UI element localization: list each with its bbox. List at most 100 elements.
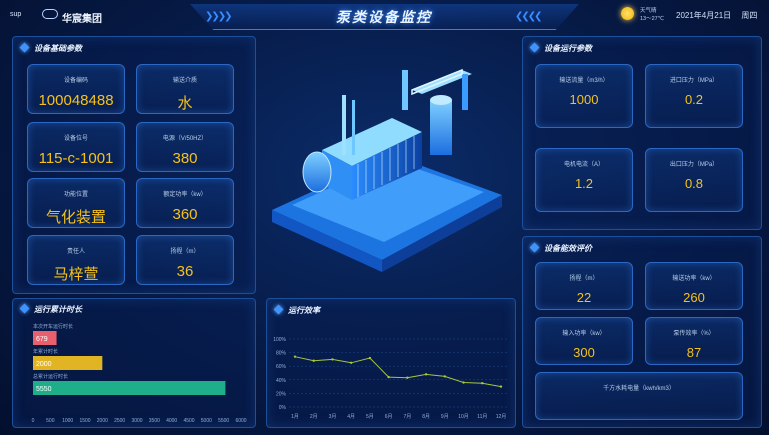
y-tick-label: 80% — [276, 351, 287, 357]
pump-illustration — [272, 68, 502, 272]
bar-category-label: 本次开车运行时长 — [33, 323, 73, 330]
runtime-title: 运行累计时长 — [34, 305, 82, 314]
y-tick-label: 20% — [276, 391, 287, 397]
sun-icon — [621, 7, 634, 20]
x-tick-label: 3月 — [329, 414, 337, 420]
card-value: 水 — [177, 95, 193, 112]
x-tick-label: 11月 — [477, 414, 487, 420]
x-tick-label: 2000 — [97, 418, 108, 424]
efficiency-card: 千方水耗电量（kwh/km3） — [535, 372, 743, 420]
panel-title: 设备基础参数 — [19, 42, 82, 54]
card-value: 气化装置 — [45, 209, 106, 226]
card-value: 87 — [686, 345, 702, 360]
data-point — [499, 385, 503, 388]
efficiency-card: 输送功率（kw） 260 — [645, 262, 743, 310]
x-tick-label: 6000 — [235, 418, 246, 424]
efficiency-panel: 设备能效评价 — [522, 236, 762, 428]
x-tick-label: 4000 — [166, 418, 177, 424]
panel-title: 设备能效评价 — [529, 242, 592, 254]
bar — [33, 331, 57, 345]
x-tick-label: 0 — [32, 418, 35, 424]
data-point — [331, 358, 334, 361]
card-label: 电机电流（A） — [563, 162, 604, 168]
panel-title: 运行累计时长 — [19, 303, 82, 315]
efficiency-chart-title: 运行效率 — [288, 306, 320, 315]
x-tick-label: 4月 — [347, 414, 355, 420]
card-label: 输送功率（kw） — [672, 276, 716, 282]
running-param-card: 电机电流（A） 1.2 — [535, 148, 633, 212]
data-point — [481, 382, 484, 385]
basic-param-card: 设备位号 115-c-1001 — [27, 122, 125, 172]
data-point — [443, 375, 447, 378]
x-tick-label: 5000 — [201, 418, 212, 424]
date-display: 2021年4月21日 周四 — [676, 10, 757, 21]
data-point — [406, 376, 409, 379]
basic-param-card: 责任人 马梓萱 — [27, 235, 125, 285]
card-value: 0.8 — [684, 176, 704, 191]
y-tick-label: 0% — [279, 405, 287, 411]
running-param-card: 输送流量（m3/h） 1000 — [535, 64, 633, 128]
bar-value-label: 2000 — [36, 361, 52, 368]
card-label: 电源（V/50HZ） — [162, 136, 208, 142]
efficiency-title: 设备能效评价 — [544, 244, 592, 253]
y-tick-label: 40% — [276, 378, 287, 384]
card-label: 设备位号 — [63, 136, 88, 142]
basic-param-card: 扬程（m） 36 — [136, 235, 234, 285]
basic-param-card: 额定功率（kw） 360 — [136, 178, 234, 228]
card-label: 功能位置 — [63, 192, 88, 198]
data-point — [424, 373, 428, 376]
brand-name: 华宸集团 — [62, 14, 102, 25]
card-label: 千方水耗电量（kwh/km3） — [603, 386, 675, 392]
logo-icon — [42, 9, 58, 19]
y-tick-label: 60% — [276, 364, 287, 370]
efficiency-card: 泵传效率（%） 87 — [645, 317, 743, 365]
x-tick-label: 5月 — [366, 414, 374, 420]
x-tick-label: 1月 — [291, 414, 299, 420]
bar — [33, 356, 103, 370]
efficiency-line-chart: 100% 80% 60% 40% 20% 0% 1月 2月 3月 4月 5月 6月 7月 8月 9月 10月 1… — [273, 337, 507, 420]
card-label: 出口压力（MPa） — [669, 162, 719, 168]
running-title: 设备运行参数 — [544, 44, 592, 53]
weather-label: 天气晴 — [640, 8, 657, 14]
x-tick-label: 500 — [46, 418, 55, 424]
weekday-text: 周四 — [741, 11, 758, 20]
running-param-card: 出口压力（MPa） 0.8 — [645, 148, 743, 212]
runtime-chart: 本次开车运行时长 679 年累计时长 2000 总累计运行时长 5550 0 500 1000 1… — [32, 323, 247, 424]
basic-param-card: 功能位置 气化装置 — [27, 178, 125, 228]
chevron-right-icon: ❮❮❮❮ — [515, 11, 542, 22]
x-tick-label: 3000 — [131, 418, 142, 424]
data-point — [462, 381, 465, 384]
x-tick-label: 2500 — [114, 418, 125, 424]
data-point — [293, 355, 297, 358]
basic-param-card: 设备编码 100048488 — [27, 64, 125, 114]
card-label: 泵传效率（%） — [673, 331, 715, 337]
card-value: 260 — [683, 290, 705, 305]
basic-param-card: 电源（V/50HZ） 380 — [136, 122, 234, 172]
card-label: 扬程（m） — [170, 249, 200, 255]
x-tick-label: 6月 — [385, 414, 393, 420]
x-tick-label: 7月 — [403, 414, 411, 420]
bar-value-label: 5550 — [36, 386, 52, 393]
cube-icon — [529, 42, 540, 53]
card-value: 1.2 — [574, 176, 594, 191]
weather-temp: 13～27℃ — [640, 16, 664, 22]
runtime-panel: 运行累计时长 本次开车运行时长 679 年累计时长 2000 总累计运行时长 5550 0 5… — [12, 298, 256, 428]
card-label: 输入功率（kw） — [562, 331, 606, 337]
card-label: 设备编码 — [63, 78, 88, 84]
title-bar — [190, 4, 579, 30]
card-value: 360 — [172, 206, 198, 223]
x-tick-label: 8月 — [422, 414, 430, 420]
date-text: 2021年4月21日 — [676, 11, 732, 20]
chevron-left-icon: ❯❯❯❯ — [205, 11, 232, 22]
card-label: 输送介质 — [172, 78, 197, 84]
page-title: 泵类设备监控 — [336, 9, 432, 25]
bar-value-label: 679 — [36, 336, 48, 343]
card-label: 额定功率（kw） — [163, 192, 207, 198]
x-tick-label: 4500 — [183, 418, 194, 424]
x-tick-label: 3500 — [149, 418, 160, 424]
x-tick-label: 12月 — [496, 414, 507, 420]
card-value: 380 — [172, 150, 198, 167]
card-value: 0.2 — [684, 92, 704, 107]
data-point — [312, 359, 315, 362]
x-tick-label: 9月 — [441, 414, 449, 420]
